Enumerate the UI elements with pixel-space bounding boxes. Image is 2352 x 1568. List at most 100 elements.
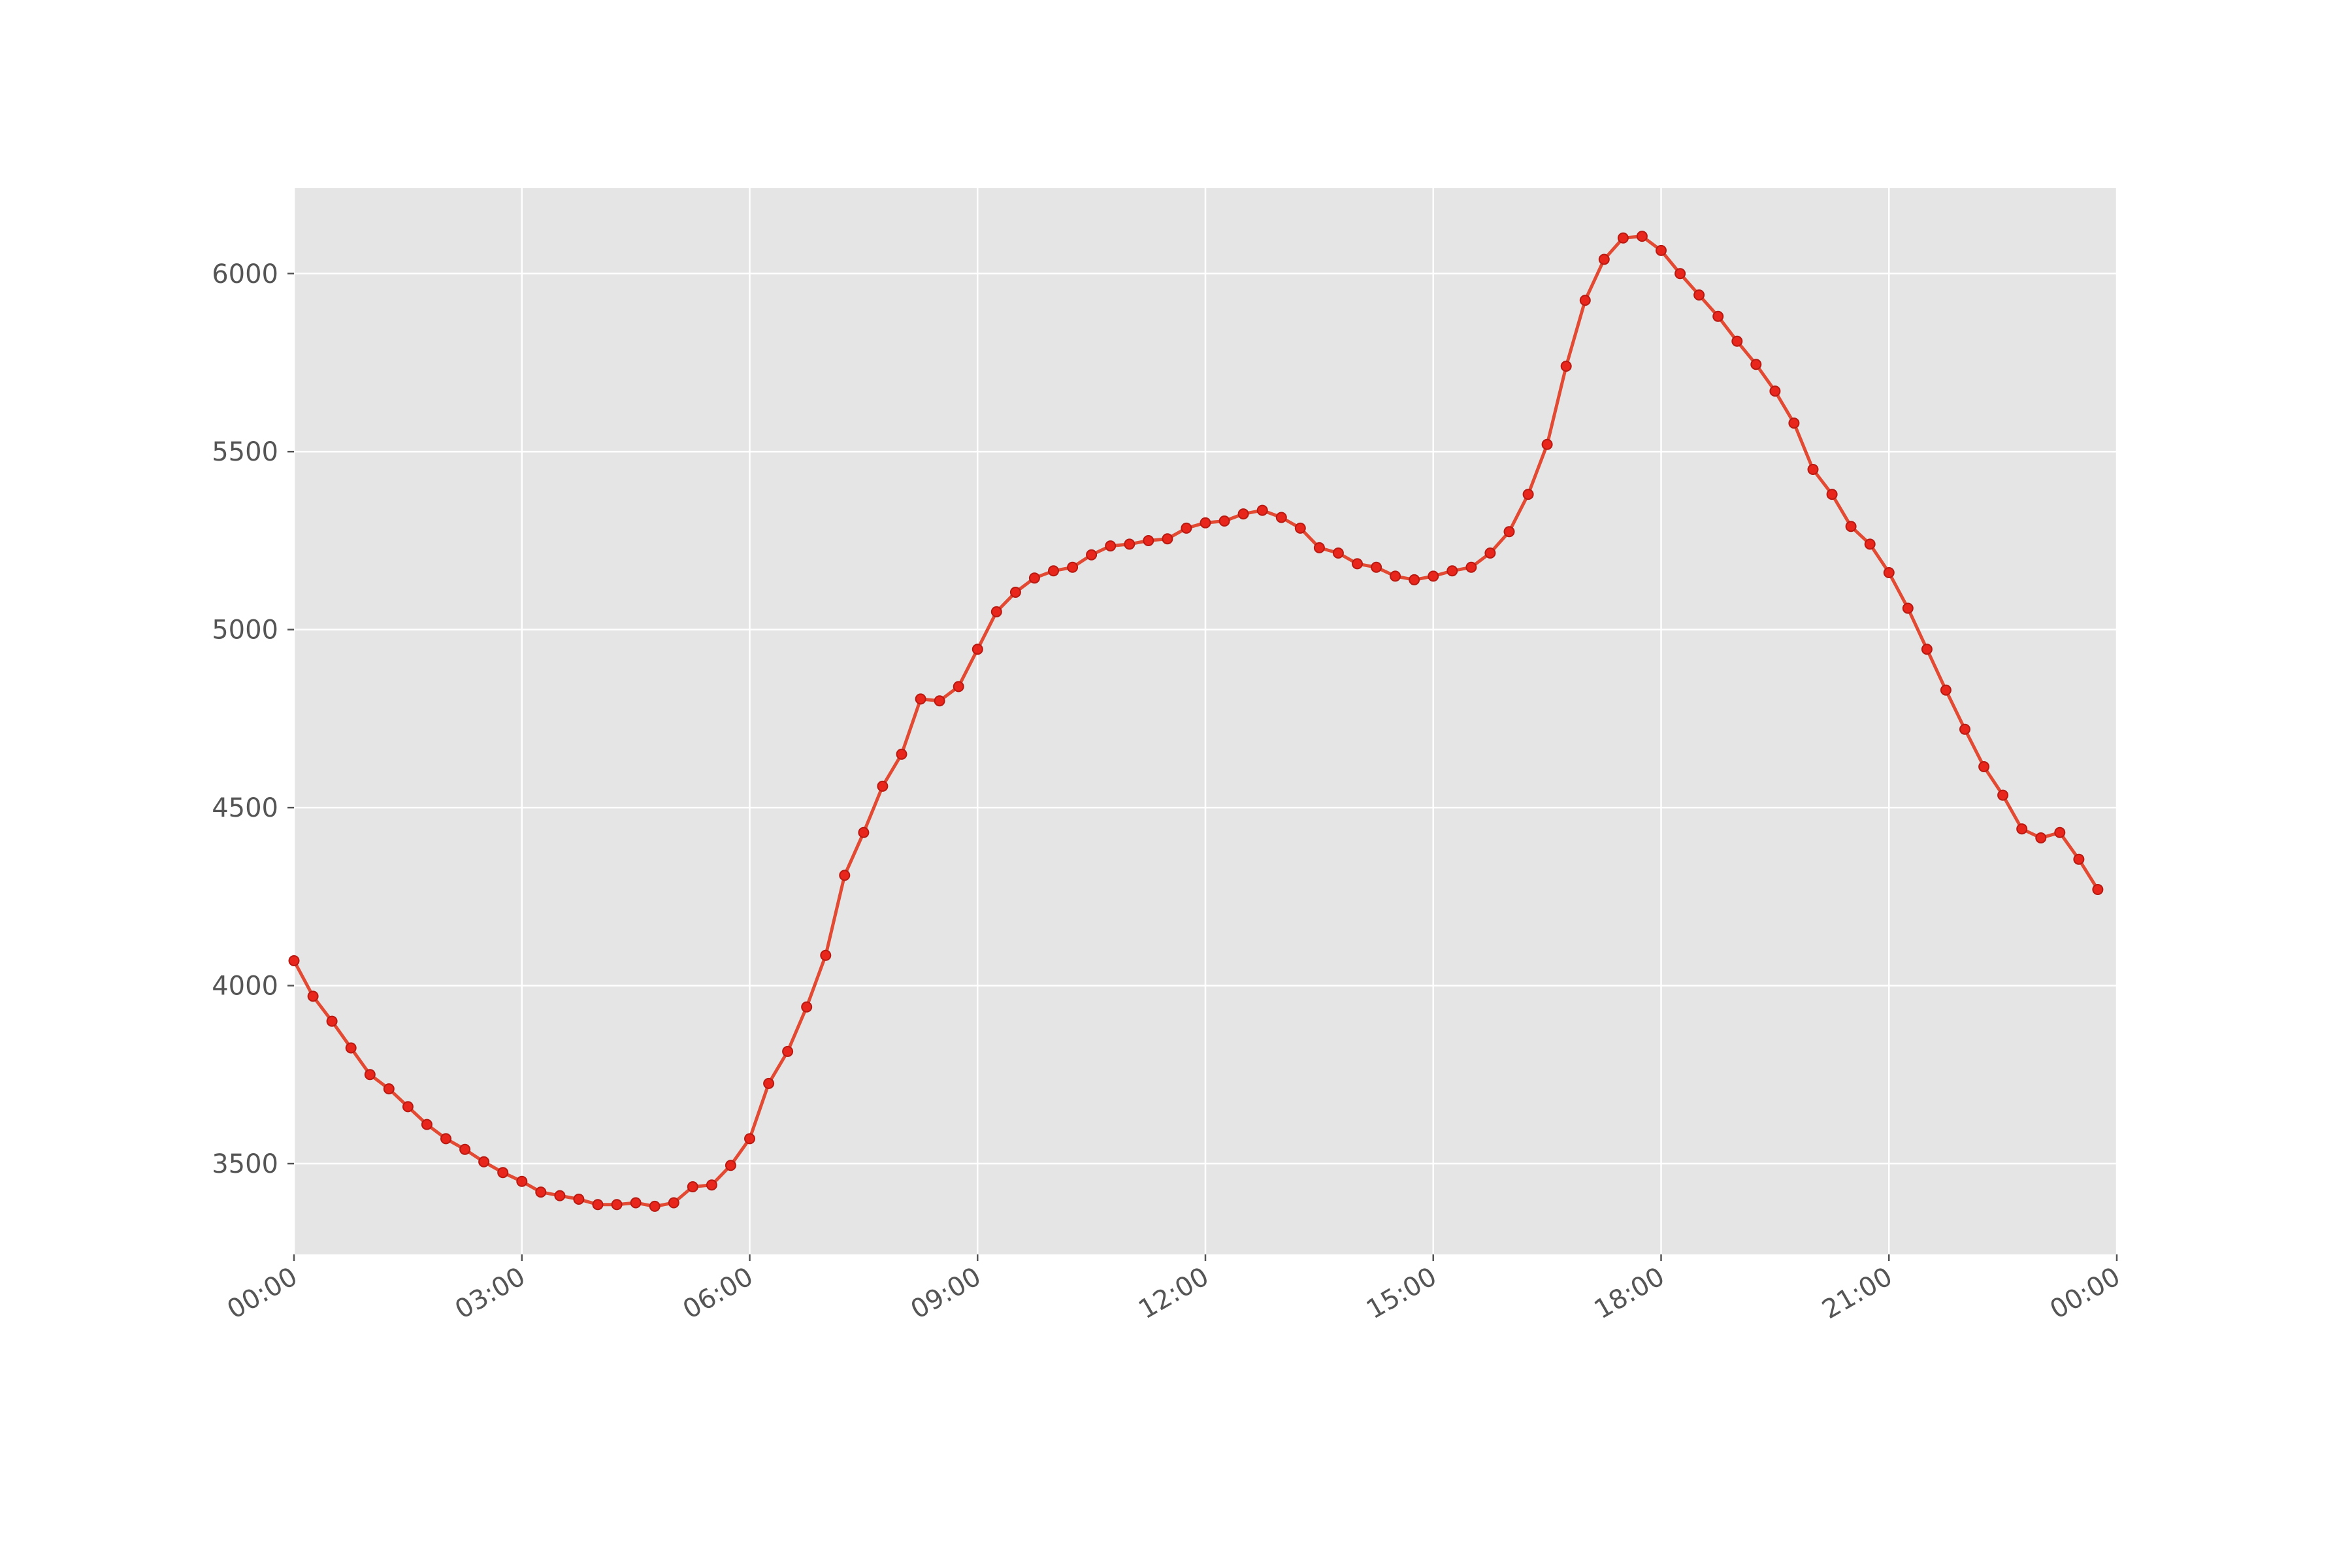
series-markers — [288, 231, 2104, 1212]
data-point — [1390, 570, 1401, 582]
data-point — [1788, 417, 1800, 429]
y-tick-label: 6000 — [212, 259, 278, 289]
data-point — [1067, 561, 1079, 573]
data-point — [744, 1133, 755, 1145]
data-point — [288, 955, 300, 966]
data-point — [573, 1194, 585, 1205]
data-point — [402, 1101, 414, 1113]
data-point — [1371, 561, 1382, 573]
x-tick-label: 15:00 — [1362, 1262, 1442, 1325]
data-point — [1218, 515, 1230, 527]
data-point — [1693, 289, 1705, 301]
data-point — [611, 1199, 623, 1211]
data-point — [307, 990, 319, 1002]
data-point — [1617, 232, 1629, 244]
data-point — [1181, 522, 1192, 534]
data-point — [1807, 464, 1819, 475]
grid-lines — [293, 188, 2118, 1254]
data-point — [1598, 253, 1610, 265]
data-point — [1978, 761, 1990, 772]
data-point — [1921, 644, 1933, 655]
data-point — [1769, 385, 1781, 397]
x-axis-ticks: 00:00 03:00 06:00 09:00 12:00 15:00 18:00 21:00… — [222, 1254, 2125, 1325]
data-point — [1503, 526, 1515, 538]
data-point — [497, 1167, 509, 1179]
data-point — [2035, 832, 2047, 843]
data-point — [1028, 572, 1040, 584]
data-point — [1579, 295, 1591, 306]
data-point — [1674, 268, 1686, 280]
x-tick-label: 09:00 — [906, 1262, 986, 1325]
data-point — [1313, 542, 1325, 553]
data-point — [383, 1083, 395, 1095]
data-point — [1541, 438, 1553, 450]
data-point — [1446, 565, 1458, 577]
data-point — [1352, 558, 1363, 570]
data-point — [1256, 504, 1268, 516]
y-tick-label: 3500 — [212, 1149, 278, 1179]
data-point — [1009, 587, 1021, 598]
data-point — [820, 949, 832, 961]
data-point — [1105, 540, 1117, 552]
data-point — [1332, 547, 1344, 559]
data-point — [1294, 522, 1306, 534]
data-point — [990, 606, 1002, 617]
data-point — [2016, 823, 2028, 835]
data-point — [364, 1069, 376, 1081]
data-point — [630, 1197, 642, 1209]
y-tick-label: 5500 — [212, 437, 278, 467]
data-point — [1143, 535, 1154, 546]
y-tick-label: 5000 — [212, 615, 278, 645]
data-point — [1275, 512, 1287, 523]
data-point — [953, 681, 964, 693]
data-point — [1162, 533, 1173, 545]
y-tick-label: 4000 — [212, 972, 278, 1002]
data-point — [1959, 723, 1970, 735]
data-point — [801, 1001, 813, 1013]
x-tick-label: 21:00 — [1817, 1262, 1897, 1325]
data-point — [1997, 789, 2009, 801]
x-tick-label: 18:00 — [1590, 1262, 1670, 1325]
data-point — [896, 748, 907, 760]
data-point — [2092, 884, 2104, 895]
data-point — [1484, 547, 1496, 559]
data-point — [1124, 538, 1135, 550]
data-point — [478, 1156, 490, 1168]
data-point — [877, 780, 889, 792]
data-point — [934, 695, 945, 707]
data-point — [1750, 359, 1762, 370]
data-point — [1086, 549, 1098, 561]
data-point — [1712, 310, 1724, 322]
data-point — [1237, 508, 1249, 520]
x-tick-label: 00:00 — [2045, 1262, 2125, 1325]
data-point — [1048, 565, 1059, 577]
data-point — [1636, 231, 1648, 242]
data-point — [782, 1045, 794, 1057]
data-point — [1731, 335, 1743, 347]
data-point — [972, 644, 983, 655]
data-point — [1522, 489, 1534, 500]
data-point — [1428, 570, 1439, 582]
data-point — [2073, 853, 2085, 865]
data-point — [858, 826, 870, 838]
data-point — [554, 1190, 566, 1201]
data-point — [763, 1077, 775, 1089]
data-point — [459, 1143, 471, 1155]
data-point — [1883, 567, 1895, 578]
data-point — [2054, 826, 2066, 838]
data-point — [326, 1015, 338, 1027]
x-tick-label: 06:00 — [678, 1262, 759, 1325]
data-point — [668, 1197, 679, 1209]
data-point — [1864, 538, 1876, 550]
x-tick-label: 00:00 — [222, 1262, 302, 1325]
data-point — [1560, 361, 1572, 372]
data-point — [1465, 561, 1477, 573]
y-tick-label: 4500 — [212, 793, 278, 823]
data-point — [1902, 602, 1914, 614]
data-point — [592, 1199, 604, 1211]
y-axis-ticks: 3500 4000 4500 5000 5500 6000 — [212, 259, 294, 1179]
x-tick-label: 12:00 — [1134, 1262, 1214, 1325]
data-point — [1845, 521, 1857, 532]
data-point — [516, 1175, 528, 1187]
